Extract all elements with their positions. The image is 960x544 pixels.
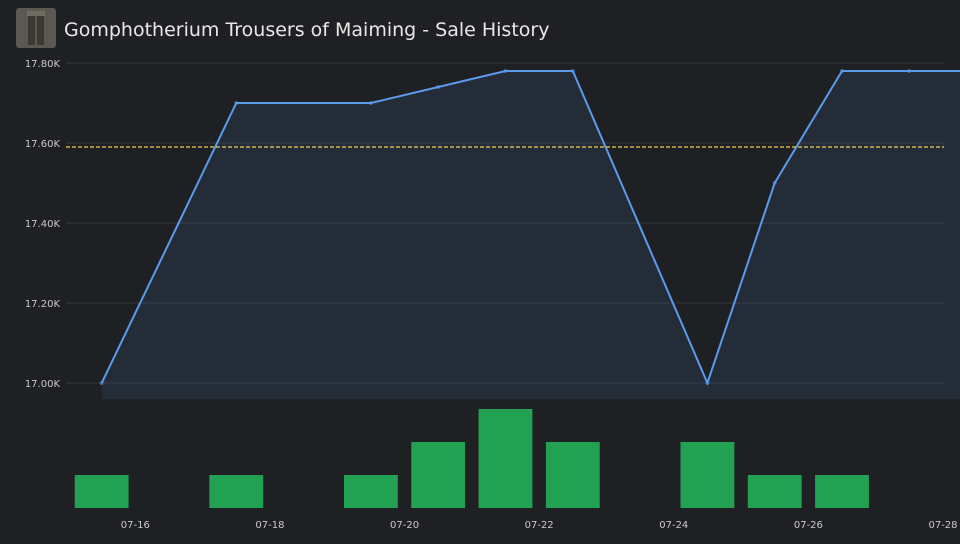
price-point [570, 69, 575, 73]
price-point [503, 69, 508, 73]
y-tick-label: 17.60K [25, 139, 61, 150]
volume-bar [343, 475, 398, 508]
chart-title: Gomphotherium Trousers of Maiming - Sale… [64, 19, 549, 41]
price-point [234, 101, 239, 105]
y-tick-label: 17.80K [25, 59, 61, 70]
x-tick-label: 07-16 [121, 520, 150, 531]
x-tick-label: 07-28 [928, 520, 957, 531]
price-point [99, 381, 104, 385]
x-tick-label: 07-26 [794, 520, 823, 531]
y-tick-label: 17.20K [25, 299, 61, 310]
volume-bar [680, 442, 735, 508]
volume-bar [815, 475, 869, 508]
x-tick-label: 07-22 [525, 520, 554, 531]
price-point [772, 181, 777, 185]
price-point [907, 69, 912, 73]
price-area [101, 71, 960, 399]
y-tick-label: 17.40K [25, 219, 61, 230]
volume-bar [478, 409, 533, 508]
y-tick-label: 17.00K [25, 379, 61, 390]
volume-bar [747, 475, 802, 508]
x-tick-label: 07-18 [255, 520, 284, 531]
price-point [436, 85, 441, 89]
volume-bar [411, 442, 466, 508]
price-point [840, 69, 845, 73]
volume-bar [74, 475, 129, 508]
price-point [705, 381, 710, 385]
x-tick-label: 07-24 [659, 520, 688, 531]
volume-bar [545, 442, 600, 508]
price-point [368, 101, 373, 105]
volume-bar [209, 475, 264, 508]
x-tick-label: 07-20 [390, 520, 419, 531]
item-icon [16, 8, 56, 48]
